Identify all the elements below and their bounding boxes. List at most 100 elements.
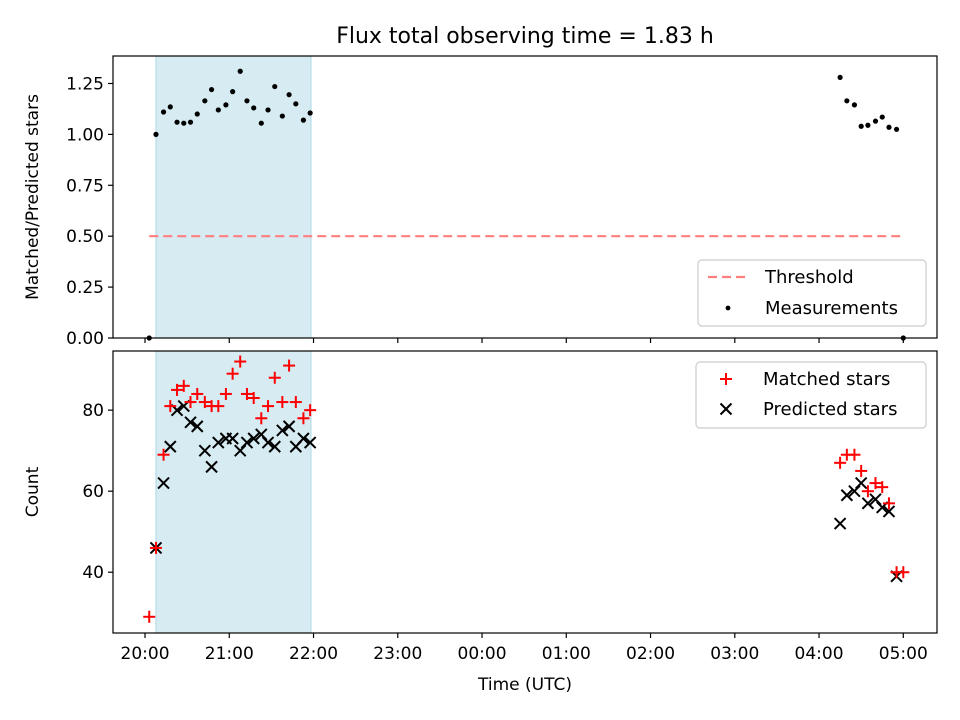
x-tick-label: 00:00 (458, 644, 507, 664)
matched-star-point (897, 566, 910, 579)
x-tick-label: 22:00 (289, 644, 338, 664)
predicted-star-point (198, 444, 212, 457)
count-panel: 40 60 80 20:00 21:00 22:00 23:00 00:00 01:00 02:… (23, 350, 938, 664)
matched-star-point (191, 387, 204, 400)
matched-star-point (255, 412, 268, 425)
x-tick-label: 04:00 (795, 644, 844, 664)
ratio-x-ticks (144, 338, 904, 343)
matched-star-point (882, 497, 895, 510)
measurement-point (181, 120, 187, 126)
predicted-star-point (240, 436, 254, 449)
matched-star-point (149, 541, 162, 554)
measurement-point (265, 107, 271, 113)
matched-star-point (304, 404, 317, 417)
matched-star-point (143, 610, 156, 623)
matched-star-point (855, 464, 868, 477)
measurement-point (208, 86, 215, 93)
predicted-star-point (861, 497, 875, 510)
legend-measurement-swatch (725, 305, 731, 311)
matched-star-point (247, 392, 260, 404)
matched-star-point (240, 387, 253, 400)
legend-predicted-label: Predicted stars (763, 399, 897, 420)
measurement-point (202, 98, 208, 104)
predicted-star-point (282, 420, 296, 433)
x-tick-label: 03:00 (710, 644, 759, 664)
count-legend: Matched stars Predicted stars (695, 361, 927, 429)
ratio-y-ticks: 0.00 0.25 0.50 0.75 1.00 1.25 (66, 74, 113, 349)
predicted-stars-points (149, 399, 903, 583)
measurement-point (893, 126, 900, 132)
measurement-point (837, 74, 843, 80)
matched-star-point (262, 400, 275, 413)
matched-star-point (226, 367, 239, 380)
predicted-star-point (247, 432, 260, 445)
predicted-star-point (854, 476, 868, 490)
measurement-points (146, 68, 906, 341)
matched-star-point (234, 355, 247, 368)
matched-star-point (283, 359, 296, 372)
legend-matched-marker (720, 373, 732, 385)
count-y-axis-label: Count (23, 466, 43, 517)
measurement-point (215, 107, 221, 113)
matched-star-point (289, 396, 302, 409)
matched-star-point (157, 448, 170, 461)
ratio-panel: 0.00 0.25 0.50 0.75 1.00 1.25 Matched/Predict… (23, 55, 938, 349)
measurement-point (167, 104, 173, 110)
matched-star-point (876, 481, 889, 494)
measurement-point (307, 110, 313, 116)
measurement-point (851, 102, 858, 108)
measurement-point (194, 111, 200, 117)
measurement-point (272, 83, 278, 90)
matched-star-point (212, 400, 225, 413)
matched-star-point (171, 383, 184, 396)
count-x-ticks: 20:00 21:00 22:00 23:00 00:00 01:00 02:00 03:00… (121, 633, 928, 664)
predicted-star-point (297, 432, 310, 445)
matched-star-point (177, 379, 190, 392)
matched-star-point (848, 448, 861, 461)
measurement-point (879, 114, 885, 120)
measurement-point (223, 102, 229, 108)
measurement-point (174, 119, 180, 125)
measurement-point (187, 119, 194, 125)
count-y-tick-label: 80 (82, 401, 104, 421)
predicted-star-point (212, 436, 225, 449)
measurement-point (244, 98, 250, 104)
ratio-y-tick-label: 0.00 (66, 329, 104, 349)
count-plot-area (112, 350, 938, 634)
count-y-tick-label: 60 (82, 482, 104, 502)
legend-measurements-label: Measurements (765, 298, 898, 319)
predicted-star-point (226, 432, 239, 445)
predicted-star-point (205, 460, 218, 474)
matched-star-point (297, 412, 310, 425)
measurement-point (300, 117, 307, 123)
matched-star-point (276, 396, 289, 409)
predicted-star-point (840, 489, 854, 502)
measurement-point (872, 118, 879, 124)
matched-stars-points (143, 355, 910, 623)
matched-star-point (164, 400, 177, 413)
predicted-star-point (261, 436, 275, 449)
x-axis-label: Time (UTC) (477, 675, 572, 695)
matched-star-point (219, 387, 232, 400)
legend-matched-swatch (720, 373, 732, 385)
predicted-star-point (157, 476, 170, 490)
measurement-point (237, 68, 243, 74)
predicted-star-point (303, 436, 317, 449)
observing-window-shade-bottom (155, 350, 312, 634)
x-tick-label: 01:00 (542, 644, 591, 664)
predicted-star-point (882, 505, 896, 518)
measurement-point (230, 89, 236, 95)
matched-star-point (198, 396, 211, 409)
legend-matched-label: Matched stars (763, 369, 890, 390)
measurement-point (286, 92, 292, 98)
predicted-star-point (833, 517, 847, 530)
measurement-point (293, 101, 299, 107)
ratio-y-axis-label: Matched/Predicted stars (23, 94, 43, 300)
ratio-y-tick-label: 1.00 (66, 125, 104, 145)
measurement-point (258, 120, 264, 126)
measurement-point (279, 113, 285, 119)
x-tick-label: 05:00 (879, 644, 928, 664)
matched-star-point (861, 485, 874, 498)
measurement-point (844, 98, 850, 104)
